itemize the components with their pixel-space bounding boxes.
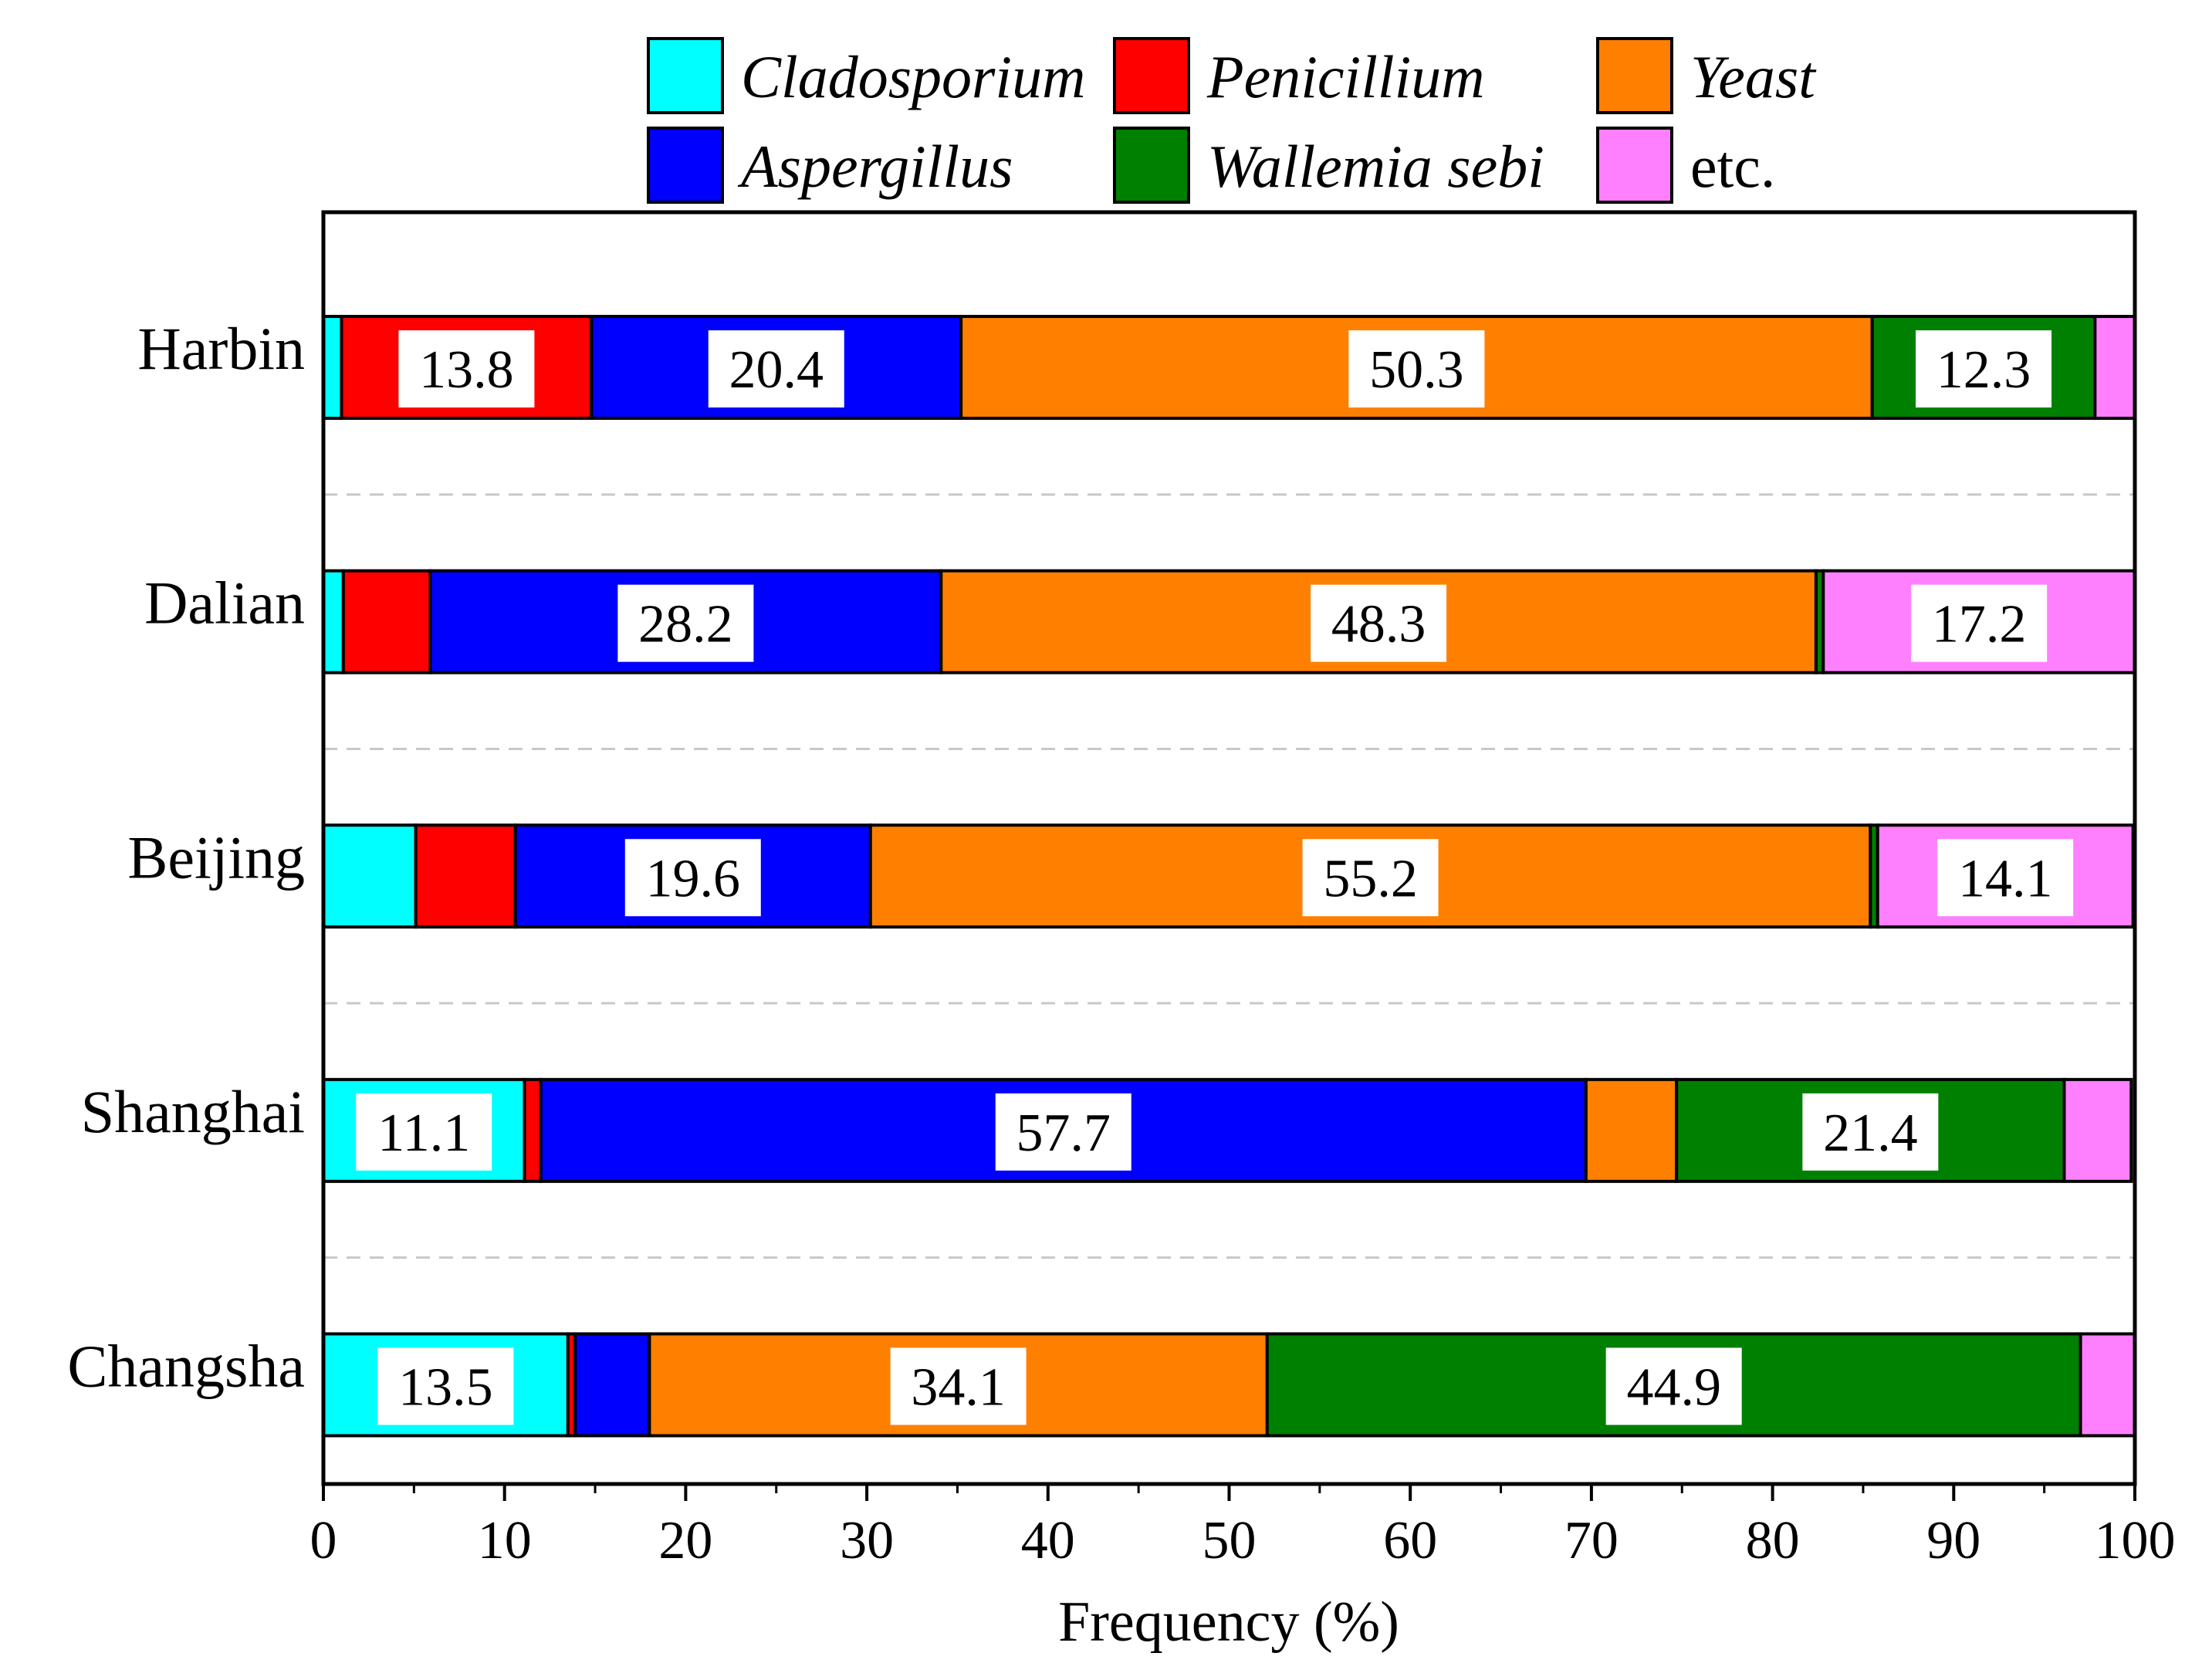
data-label-changsha-cladosporium: 13.5 (398, 1357, 493, 1417)
category-label-harbin: Harbin (137, 315, 305, 382)
x-tick-label-100: 100 (2095, 1511, 2176, 1570)
x-tick-label-80: 80 (1746, 1511, 1800, 1570)
bar-changsha-aspergillus (573, 1332, 651, 1438)
data-label-box (624, 839, 761, 917)
bar-beijing-penicillium (414, 823, 517, 929)
legend-label-cladosporium: Cladosporium (741, 43, 1085, 110)
bar-dalian-cladosporium (322, 569, 345, 674)
legend-label-penicillium: Penicillium (1206, 43, 1485, 110)
legend-swatch-cladosporium (647, 37, 724, 114)
x-tick-label-10: 10 (478, 1511, 532, 1570)
data-label-box (398, 330, 535, 408)
bar-changsha-etc (2079, 1332, 2137, 1438)
data-label-box (1311, 584, 1447, 662)
data-label-shanghai-aspergillus: 57.7 (1016, 1104, 1111, 1163)
x-tick-label-20: 20 (658, 1511, 712, 1570)
bar-dalian-penicillium (341, 569, 432, 674)
legend: Cladosporium Penicillium Yeast Aspergillus W… (647, 37, 1817, 204)
x-tick-label-50: 50 (1202, 1511, 1257, 1570)
data-label-shanghai-wallemia-sebi: 21.4 (1823, 1104, 1918, 1163)
x-axis: 0 10 20 30 40 50 60 70 80 90 100 (310, 1484, 2176, 1570)
data-label-dalian-aspergillus: 28.2 (638, 595, 733, 654)
data-label-box (1302, 839, 1439, 917)
bar-shanghai-etc (2062, 1077, 2133, 1183)
data-label-box (708, 330, 844, 408)
data-label-changsha-yeast: 34.1 (911, 1357, 1006, 1417)
data-label-beijing-yeast: 55.2 (1323, 849, 1418, 908)
legend-swatch-etc (1596, 127, 1673, 204)
data-label-harbin-wallemia-sebi: 12.3 (1936, 340, 2031, 400)
x-tick-label-90: 90 (1926, 1511, 1980, 1570)
data-label-dalian-yeast: 48.3 (1331, 595, 1426, 654)
bar-beijing-cladosporium (322, 823, 418, 929)
bar-shanghai-penicillium (523, 1077, 543, 1183)
data-label-box (890, 1347, 1027, 1425)
x-tick-label-40: 40 (1021, 1511, 1075, 1570)
data-label-box (1802, 1093, 1939, 1171)
legend-label-aspergillus: Aspergillus (737, 133, 1013, 200)
data-label-changsha-wallemia-sebi: 44.9 (1626, 1357, 1721, 1417)
category-label-changsha: Changsha (67, 1332, 305, 1399)
data-label-dalian-etc: 17.2 (1932, 595, 2027, 654)
data-label-harbin-yeast: 50.3 (1369, 340, 1464, 400)
data-label-shanghai-cladosporium: 11.1 (377, 1104, 470, 1163)
data-label-harbin-aspergillus: 20.4 (729, 340, 824, 400)
data-label-box (377, 1347, 514, 1425)
legend-label-yeast: Yeast (1690, 43, 1817, 110)
x-tick-label-70: 70 (1564, 1511, 1619, 1570)
x-axis-title: Frequency (%) (1058, 1590, 1399, 1654)
data-label-box (1937, 839, 2074, 917)
bar-harbin-cladosporium (322, 315, 343, 421)
data-label-box (1911, 584, 2048, 662)
bar-harbin-etc (2093, 315, 2136, 421)
data-label-beijing-aspergillus: 19.6 (646, 849, 741, 908)
x-tick-label-30: 30 (840, 1511, 894, 1570)
legend-label-etc: etc. (1690, 133, 1775, 200)
category-label-beijing: Beijing (127, 823, 305, 891)
data-labels: 13.8 20.4 50.3 12.3 28.2 48.3 17.2 19.6 55.2 14.1… (356, 330, 2074, 1425)
legend-swatch-wallemia-sebi (1113, 127, 1190, 204)
legend-swatch-yeast (1596, 37, 1673, 114)
category-separators (323, 493, 2135, 1259)
data-label-box (1916, 330, 2052, 408)
x-tick-label-60: 60 (1383, 1511, 1437, 1570)
data-label-harbin-penicillium: 13.8 (419, 340, 514, 400)
bar-shanghai-yeast (1584, 1077, 1679, 1183)
data-label-box (356, 1093, 492, 1171)
data-label-box (1348, 330, 1485, 408)
legend-swatch-aspergillus (647, 127, 724, 204)
x-tick-label-0: 0 (310, 1511, 337, 1570)
category-label-dalian: Dalian (144, 570, 305, 637)
data-label-beijing-etc: 14.1 (1958, 849, 2053, 908)
legend-swatch-penicillium (1113, 37, 1190, 114)
data-label-box (995, 1093, 1131, 1171)
y-axis: Harbin Dalian Beijing Shanghai Changsha (67, 315, 305, 1399)
category-label-shanghai: Shanghai (81, 1078, 305, 1145)
data-label-box (617, 584, 754, 662)
data-label-box (1605, 1347, 1742, 1425)
bars (322, 315, 2137, 1438)
legend-label-wallemia-sebi: Wallemia sebi (1207, 133, 1544, 200)
